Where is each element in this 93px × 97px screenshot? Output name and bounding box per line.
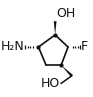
Polygon shape — [54, 21, 56, 35]
Polygon shape — [61, 65, 73, 77]
Text: HO: HO — [40, 77, 60, 90]
Text: H₂N: H₂N — [0, 40, 24, 53]
Text: F: F — [81, 40, 88, 53]
Text: OH: OH — [57, 7, 76, 20]
